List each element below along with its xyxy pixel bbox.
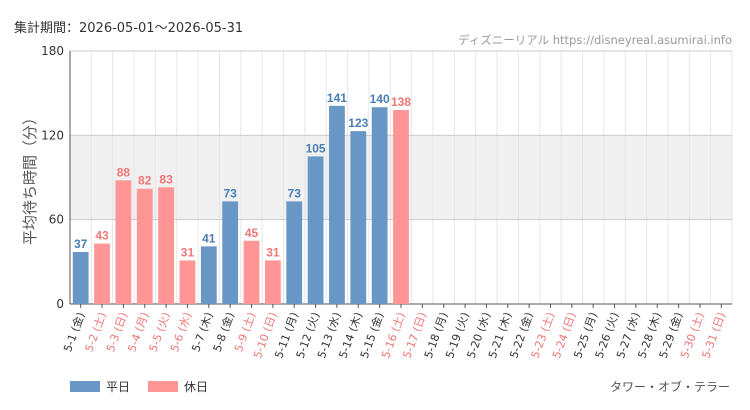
period-range: 2026-05-01〜2026-05-31 <box>79 21 244 36</box>
value-label: 83 <box>159 172 173 186</box>
bar <box>329 105 345 304</box>
bar <box>158 187 174 304</box>
value-label: 141 <box>327 91 347 105</box>
value-label: 41 <box>202 231 216 245</box>
legend-holiday[interactable]: 休日 <box>148 378 208 395</box>
attraction-name: タワー・オブ・テラー <box>609 380 730 394</box>
value-label: 105 <box>306 141 326 155</box>
source-site: ディズニーリアル <box>458 33 550 47</box>
bar <box>94 243 110 304</box>
value-label: 138 <box>391 95 411 109</box>
value-label: 123 <box>348 116 368 130</box>
value-label: 73 <box>288 186 302 200</box>
bar <box>200 246 217 304</box>
bar <box>307 156 324 304</box>
weekday-swatch <box>70 381 100 392</box>
y-axis-title: 平均待ち時間（分） <box>21 110 39 245</box>
value-label: 45 <box>245 226 259 240</box>
bar <box>72 251 89 304</box>
holiday-swatch <box>148 381 179 392</box>
y-tick-label: 60 <box>49 213 64 227</box>
bar <box>136 188 153 304</box>
y-tick-label: 180 <box>41 44 64 58</box>
value-label: 73 <box>223 186 237 200</box>
y-tick-label: 0 <box>56 297 64 311</box>
value-label: 140 <box>370 92 390 106</box>
bar <box>115 180 132 304</box>
period-prefix: 集計期間： <box>14 21 80 36</box>
legend-weekday[interactable]: 平日 <box>70 378 130 395</box>
value-label: 88 <box>117 165 131 179</box>
source-credit: ディズニーリアル https://disneyreal.asumirai.inf… <box>458 32 732 48</box>
bar <box>243 240 260 304</box>
bar <box>350 131 367 304</box>
value-label: 31 <box>266 245 280 259</box>
value-label: 31 <box>181 245 195 259</box>
legend: 平日 休日 <box>70 378 208 395</box>
bar <box>393 110 409 305</box>
period-label: 集計期間：2026-05-01〜2026-05-31 <box>14 17 243 36</box>
legend-holiday-label: 休日 <box>184 380 209 394</box>
bar <box>179 260 196 304</box>
legend-weekday-label: 平日 <box>106 380 131 394</box>
bar <box>371 107 388 304</box>
bar <box>264 260 281 304</box>
value-label: 37 <box>74 237 88 251</box>
value-label: 82 <box>138 174 152 188</box>
y-tick-label: 120 <box>41 128 64 142</box>
source-url: https://disneyreal.asumirai.info <box>552 33 732 47</box>
value-label: 43 <box>95 229 109 243</box>
bar <box>222 201 239 304</box>
bar <box>286 201 303 304</box>
